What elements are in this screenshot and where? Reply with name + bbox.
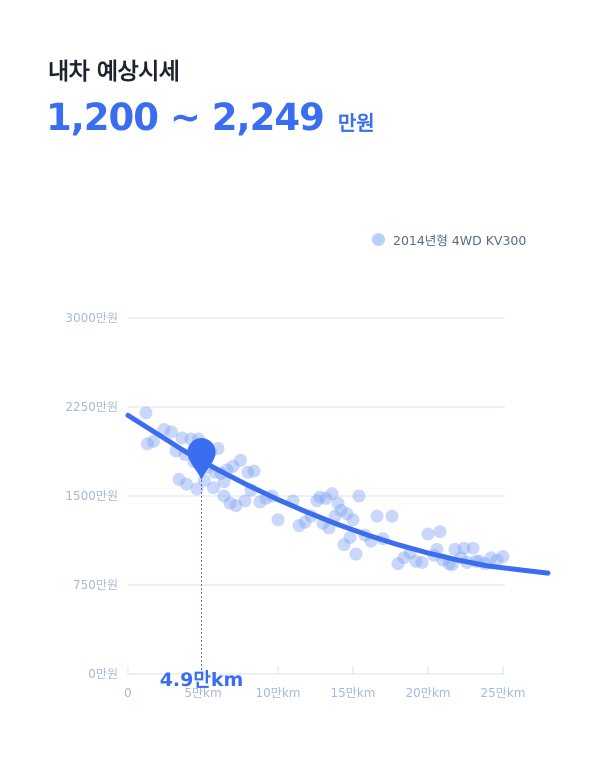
estimated-price: 1,200 ~ 2,249 만원	[46, 96, 375, 139]
data-points	[139, 406, 510, 572]
y-tick-label: 1500만원	[65, 489, 118, 503]
data-point	[331, 496, 345, 510]
data-point	[448, 542, 462, 556]
data-point	[490, 553, 504, 567]
data-point	[229, 498, 243, 512]
data-point	[238, 494, 252, 508]
data-point	[409, 554, 423, 568]
data-point	[397, 551, 411, 565]
y-tick-label: 2250만원	[65, 400, 118, 414]
data-point	[217, 489, 231, 503]
data-point	[466, 541, 480, 555]
x-tick-label: 25만km	[481, 686, 526, 700]
data-point	[421, 527, 435, 541]
data-point	[370, 509, 384, 523]
price-unit: 만원	[337, 111, 375, 135]
data-point	[310, 494, 324, 508]
mileage-marker: 4.9만km	[160, 438, 244, 691]
data-point	[496, 550, 510, 564]
data-point	[234, 453, 247, 467]
x-tick-label: 20만km	[406, 686, 451, 700]
data-point	[346, 513, 360, 527]
data-point	[141, 437, 154, 451]
data-point	[223, 496, 237, 510]
y-tick-label: 750만원	[73, 578, 118, 592]
data-point	[207, 481, 220, 495]
data-point	[217, 475, 231, 489]
data-point	[271, 513, 285, 527]
y-axis-labels: 0만원 750만원 1500만원 2250만원 3000만원	[65, 311, 118, 681]
data-point	[385, 509, 399, 523]
x-axis	[127, 666, 505, 675]
data-point	[247, 464, 261, 478]
data-point	[298, 515, 312, 529]
data-point	[484, 551, 498, 565]
x-axis-labels: 0 5만km 10만km 15만km 20만km 25만km	[124, 686, 525, 700]
y-tick-label: 0만원	[88, 667, 118, 681]
chart-legend: 2014년형 4WD KV300	[372, 230, 526, 249]
data-point	[226, 459, 240, 473]
data-point	[180, 477, 193, 491]
data-point	[139, 406, 153, 420]
data-point	[313, 490, 327, 504]
legend-dot-icon	[372, 233, 385, 246]
page-title: 내차 예상시세	[48, 59, 180, 85]
data-point	[241, 465, 255, 479]
x-tick-label: 0	[124, 686, 132, 700]
data-point	[343, 531, 357, 545]
data-point	[325, 487, 339, 501]
price-range: 1,200 ~ 2,249	[46, 96, 325, 139]
data-point	[337, 538, 351, 552]
data-point	[340, 507, 354, 521]
data-point	[175, 431, 189, 445]
data-point	[172, 472, 186, 486]
data-point	[190, 482, 204, 496]
data-point	[292, 519, 306, 533]
y-tick-label: 3000만원	[65, 311, 118, 325]
location-pin-icon	[187, 438, 216, 481]
data-point	[334, 503, 348, 517]
data-point	[157, 423, 171, 437]
data-point	[147, 434, 160, 448]
data-point	[319, 491, 333, 505]
data-point	[433, 525, 447, 539]
legend-label: 2014년형 4WD KV300	[393, 233, 527, 248]
x-tick-label: 15만km	[331, 686, 376, 700]
data-point	[457, 541, 471, 555]
data-point	[415, 555, 429, 569]
chart-grid	[128, 317, 505, 586]
data-point	[352, 489, 366, 503]
x-tick-label: 5만km	[184, 686, 221, 700]
data-point	[391, 557, 405, 571]
data-point	[165, 425, 178, 439]
data-point	[349, 547, 363, 561]
x-tick-label: 10만km	[256, 686, 301, 700]
marker-label: 4.9만km	[160, 669, 244, 691]
data-point	[253, 495, 267, 509]
